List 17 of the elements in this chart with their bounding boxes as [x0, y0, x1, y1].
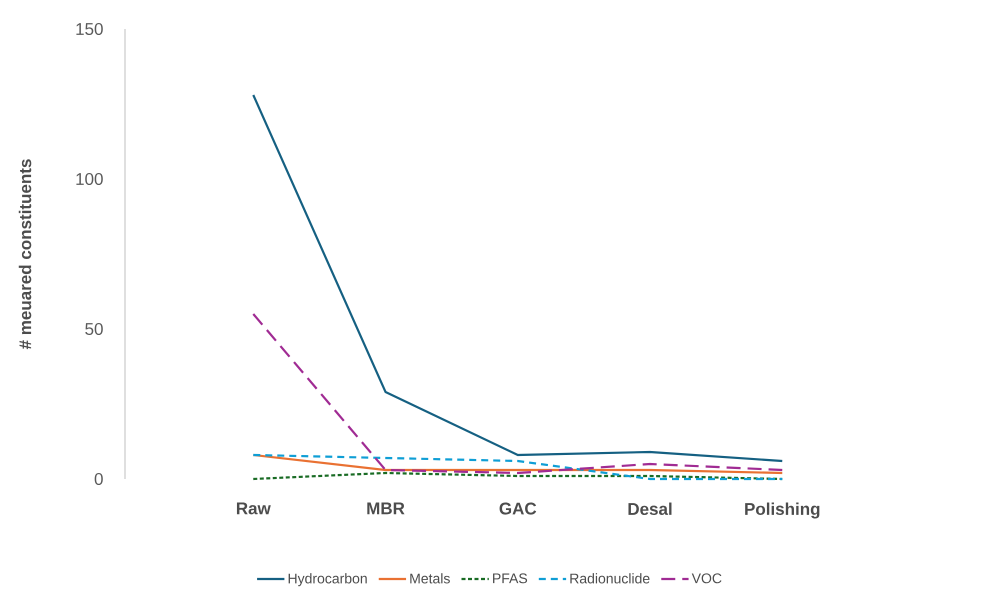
- legend-label: Hydrocarbon: [288, 573, 367, 586]
- line-series: [252, 94, 784, 462]
- x-tick-label: MBR: [367, 502, 405, 514]
- x-tick-label: Polishing: [745, 502, 820, 518]
- y-tick-label: 150: [76, 22, 103, 36]
- y-tick-label: 50: [85, 322, 103, 336]
- legend-label: VOC: [692, 573, 722, 584]
- x-tick-label: GAC: [500, 502, 536, 515]
- legend-label: Metals: [410, 573, 450, 584]
- legend-label: PFAS: [493, 573, 528, 584]
- y-axis-title: # meuared constituents: [18, 159, 32, 350]
- legend-label: Radionuclide: [570, 573, 650, 584]
- x-tick-label: Desal: [628, 502, 672, 516]
- y-tick-label: 0: [94, 472, 103, 486]
- line-series: [252, 312, 784, 474]
- x-tick-label: Raw: [236, 502, 271, 514]
- y-tick-label: 100: [76, 172, 103, 186]
